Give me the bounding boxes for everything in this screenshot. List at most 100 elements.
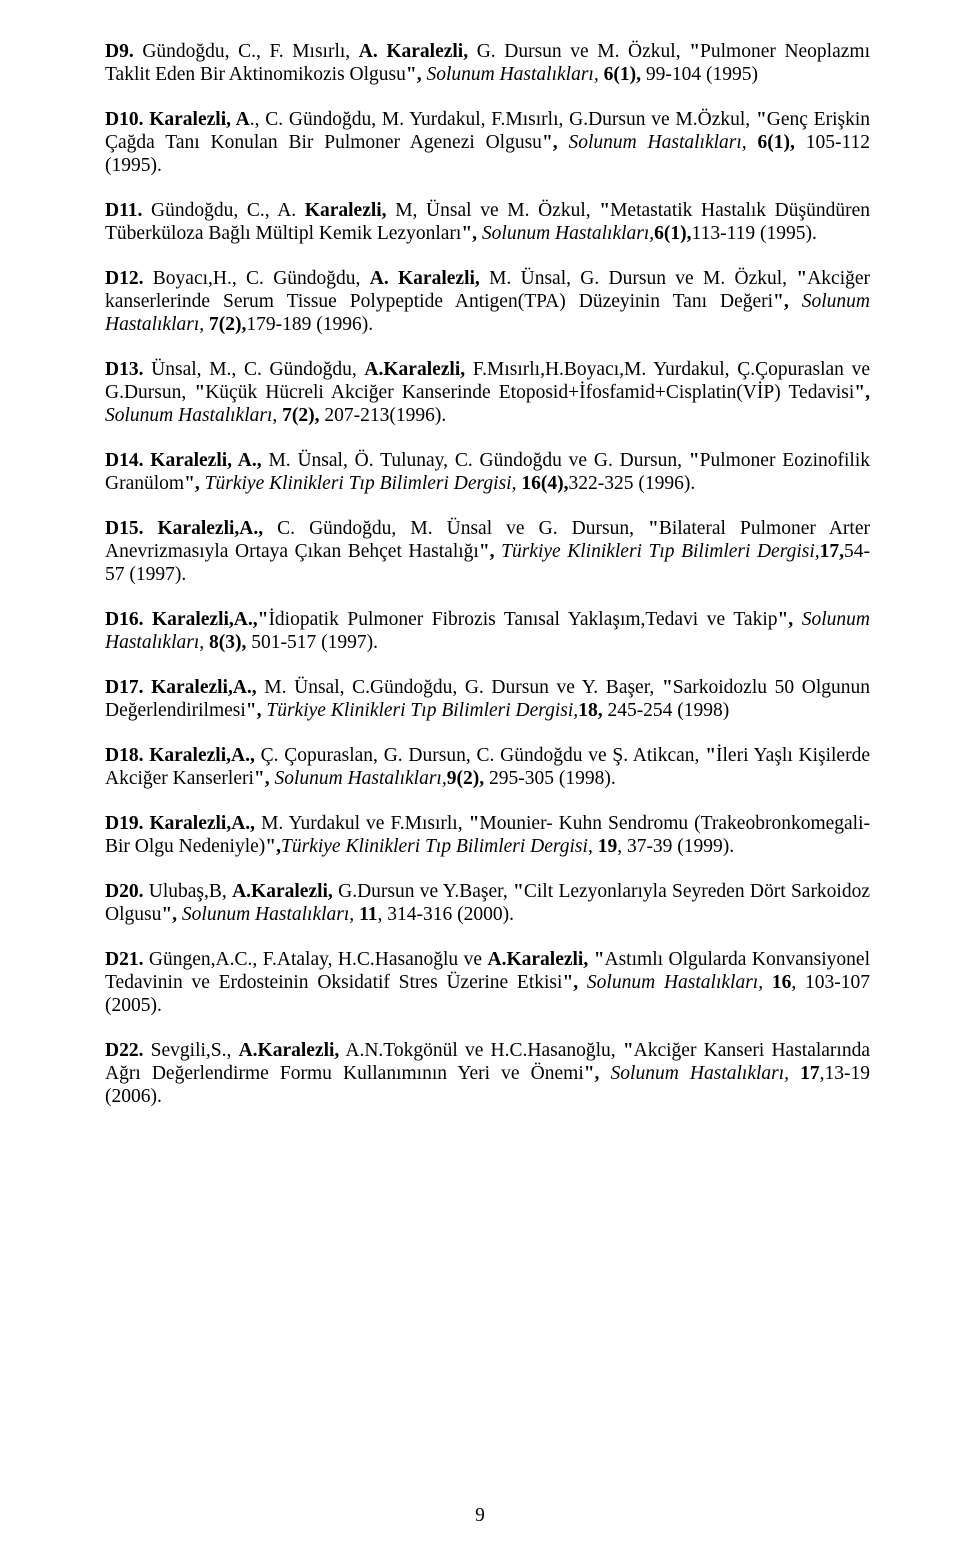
text-run: ", (265, 836, 281, 857)
text-run: C. Gündoğdu, M. Ünsal ve G. Dursun, (263, 518, 648, 539)
text-run: D17. Karalezli,A., (105, 677, 257, 698)
publication-entry: D11. Gündoğdu, C., A. Karalezli, M, Ünsa… (105, 199, 870, 245)
publication-entry: D12. Boyacı,H., C. Gündoğdu, A. Karalezl… (105, 267, 870, 336)
text-run: 9(2), (447, 768, 484, 789)
text-run: D20. (105, 881, 143, 902)
publication-entry: D17. Karalezli,A., M. Ünsal, C.Gündoğdu,… (105, 676, 870, 722)
text-run: Gündoğdu, C., A. (142, 200, 304, 221)
text-run: " (623, 1040, 634, 1061)
text-run: Karalezli, (305, 200, 387, 221)
publication-list: D9. Gündoğdu, C., F. Mısırlı, A. Karalez… (105, 40, 870, 1108)
publication-entry: D15. Karalezli,A., C. Gündoğdu, M. Ünsal… (105, 517, 870, 586)
text-run: Ünsal, M., C. Gündoğdu, (143, 359, 364, 380)
text-run: 113-119 (1995). (692, 223, 817, 244)
text-run: Karalezli, A (149, 109, 250, 130)
text-run: D18. Karalezli,A., (105, 745, 255, 766)
text-run: A.Karalezli, (232, 881, 333, 902)
text-run: ", (584, 1063, 600, 1084)
text-run: D19. Karalezli,A., (105, 813, 255, 834)
text-run: ., C. Gündoğdu, M. Yurdakul, F.Mısırlı, … (250, 109, 756, 130)
text-run: 7(2), (282, 405, 319, 426)
text-run: " (513, 881, 524, 902)
publication-entry: D19. Karalezli,A., M. Yurdakul ve F.Mısı… (105, 812, 870, 858)
text-run: ", (479, 541, 495, 562)
text-run: D16. Karalezli,A.," (105, 609, 268, 630)
text-run: D9. (105, 41, 134, 62)
text-run: ", (461, 223, 477, 244)
text-run: 8(3), (209, 632, 246, 653)
text-run: 6(1), (654, 223, 691, 244)
text-run: Solunum Hastalıkları, (182, 904, 354, 925)
text-run: 295-305 (1998). (484, 768, 616, 789)
text-run: " (599, 200, 610, 221)
text-run: ", (406, 64, 422, 85)
text-run: D13. (105, 359, 143, 380)
text-run: D22. (105, 1040, 143, 1061)
text-run (578, 972, 587, 993)
text-run (793, 609, 802, 630)
text-run: 207-213(1996). (320, 405, 447, 426)
text-run: 17, (820, 541, 844, 562)
text-run: " (796, 268, 807, 289)
text-run: D10. (105, 109, 143, 130)
text-run: ", (184, 473, 200, 494)
text-run (789, 1063, 800, 1084)
text-run: D21. (105, 949, 143, 970)
text-run: M. Ünsal, C.Gündoğdu, G. Dursun ve Y. Ba… (257, 677, 662, 698)
text-run: " (689, 450, 700, 471)
text-run: ", (777, 609, 793, 630)
text-run: 16(4), (521, 473, 568, 494)
publication-entry: D14. Karalezli, A., M. Ünsal, Ö. Tulunay… (105, 449, 870, 495)
text-run: A. Karalezli, (370, 268, 480, 289)
text-run: Solunum Hastalıkları, (274, 768, 446, 789)
text-run (747, 132, 758, 153)
text-run: D14. Karalezli, A., (105, 450, 262, 471)
text-run: Türkiye Klinikleri Tıp Bilimleri Dergisi… (266, 700, 578, 721)
text-run: Solunum Hastalıkları, (426, 64, 598, 85)
text-run: D15. Karalezli,A., (105, 518, 263, 539)
text-run: Gündoğdu, C., F. Mısırlı, (134, 41, 359, 62)
text-run (558, 132, 569, 153)
text-run: 6(1), (758, 132, 795, 153)
text-run: 16 (772, 972, 792, 993)
text-run: " (194, 382, 205, 403)
text-run: " (689, 41, 700, 62)
text-run: , (588, 836, 598, 857)
publication-entry: D20. Ulubaş,B, A.Karalezli, G.Dursun ve … (105, 880, 870, 926)
text-run: Solunum Hastalıkları, (482, 223, 654, 244)
page-number: 9 (0, 1505, 960, 1527)
text-run: G. Dursun ve M. Özkul, (468, 41, 689, 62)
text-run: ", (542, 132, 558, 153)
text-run: Solunum Hastalıkları, (611, 1063, 789, 1084)
text-run: , (272, 405, 282, 426)
text-run: 19 (598, 836, 618, 857)
text-run: Küçük Hücreli Akciğer Kanserinde Etoposi… (205, 382, 854, 403)
text-run: " (469, 813, 480, 834)
text-run: ", (246, 700, 262, 721)
text-run: A. Karalezli, (359, 41, 468, 62)
text-run: Solunum Hastalıkları, (568, 132, 746, 153)
text-run: ", (562, 972, 578, 993)
text-run: Türkiye Klinikleri Tıp Bilimleri Dergisi… (501, 541, 820, 562)
publication-entry: D9. Gündoğdu, C., F. Mısırlı, A. Karalez… (105, 40, 870, 86)
text-run: 11 (359, 904, 377, 925)
text-run: , 37-39 (1999). (617, 836, 734, 857)
text-run: 99-104 (1995) (641, 64, 758, 85)
publication-entry: D21. Güngen,A.C., F.Atalay, H.C.Hasanoğl… (105, 948, 870, 1017)
text-run: A.N.Tokgönül ve H.C.Hasanoğlu, (339, 1040, 623, 1061)
text-run: Solunum Hastalıkları, (587, 972, 763, 993)
text-run: ", (773, 291, 789, 312)
text-run: " (756, 109, 767, 130)
text-run: , 314-316 (2000). (378, 904, 514, 925)
text-run: ", (854, 382, 870, 403)
text-run (599, 1063, 610, 1084)
text-run: M. Ünsal, Ö. Tulunay, C. Gündoğdu ve G. … (262, 450, 689, 471)
text-run: " (662, 677, 673, 698)
text-run: ", (254, 768, 270, 789)
text-run: A.Karalezli, (364, 359, 465, 380)
text-run: " (594, 949, 605, 970)
text-run: ", (161, 904, 177, 925)
text-run: Türkiye Klinikleri Tıp Bilimleri Dergisi… (205, 473, 517, 494)
text-run: İdiopatik Pulmoner Fibrozis Tanısal Yakl… (268, 609, 777, 630)
text-run: A.Karalezli, (239, 1040, 340, 1061)
